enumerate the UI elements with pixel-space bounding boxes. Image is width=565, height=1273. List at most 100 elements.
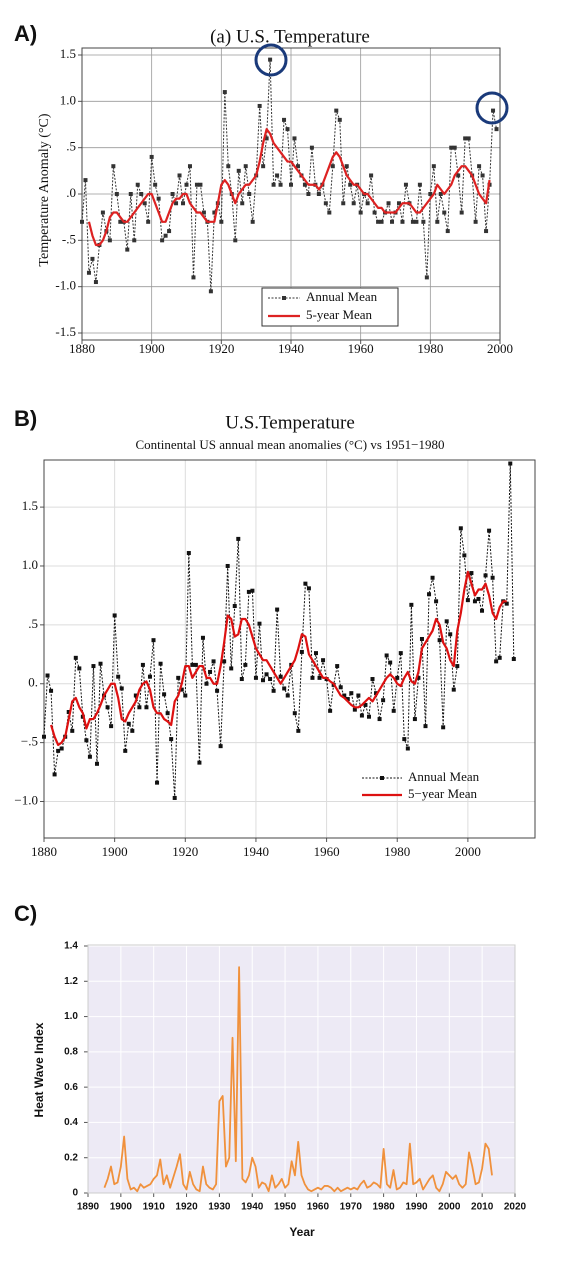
data-point [90,256,95,261]
plot-area [44,460,535,838]
data-point [93,280,98,285]
data-point [142,201,147,206]
legend-label: 5-year Mean [306,307,373,322]
series-line [81,59,498,292]
data-point [264,136,269,141]
data-point [86,270,91,275]
data-point [359,713,364,718]
data-point [222,90,227,95]
x-tick-label: 1960 [348,341,374,356]
data-point [386,201,391,206]
data-point [483,573,488,578]
data-point [351,201,356,206]
x-tick-label: 2000 [455,844,481,859]
data-point [494,659,499,664]
data-point [327,210,332,215]
data-point [170,192,175,196]
data-point [323,201,328,206]
data-point [246,589,251,594]
data-point [441,725,446,730]
data-point [198,182,203,187]
data-point [119,686,124,691]
data-point [391,708,396,713]
x-tick-label: 1950 [274,1202,297,1213]
data-point [222,659,227,664]
data-point [419,636,424,641]
x-tick-label: 1980 [372,1202,395,1213]
y-tick-label: 1.4 [64,941,78,952]
x-tick-label: 1900 [139,341,165,356]
data-point [358,210,363,215]
x-tick-label: 1960 [307,1202,330,1213]
data-point [388,660,393,665]
data-point [302,182,307,187]
data-point [233,238,238,243]
data-point [45,673,50,678]
chart-subtitle: Continental US annual mean anomalies (°C… [136,437,445,452]
data-point [83,178,88,183]
x-tick-label: 1930 [208,1202,231,1213]
data-point [132,238,137,243]
x-tick-label: 1890 [77,1202,100,1213]
data-point [130,728,135,733]
data-point [377,717,382,722]
data-point [236,536,241,541]
data-point [147,674,152,679]
data-point [494,127,499,132]
data-point [275,607,280,612]
data-point [306,192,311,196]
data-point [112,613,117,618]
data-point [402,737,407,742]
data-point [335,664,340,669]
data-point [435,219,440,224]
data-point [341,201,346,206]
x-tick-label: 1880 [31,844,57,859]
chart-b: 1.5 1.0 .5 0. −.5 −1.0 1880 1900 1920 1940 1960 198… [14,412,536,859]
data-point [372,210,377,215]
data-point [417,182,422,187]
data-point [268,677,273,682]
data-point [187,164,192,169]
data-point [174,201,179,206]
data-point [328,708,333,713]
data-point [257,103,262,108]
data-point [200,635,205,640]
data-point [243,164,248,169]
data-point [56,748,61,753]
y-tick-label: -1.0 [55,278,76,293]
data-point [87,754,92,759]
data-point [197,760,202,765]
legend-box [261,287,399,327]
data-point [427,592,432,597]
data-point [219,219,224,224]
data-point [144,705,149,710]
data-point [330,164,335,169]
data-point [480,608,485,613]
y-tick-label: 1.0 [60,92,76,107]
y-tick-label: 1.0 [22,557,38,572]
x-tick-label: 1920 [208,341,234,356]
data-point [264,672,269,677]
data-point [379,219,384,224]
x-tick-label: 1960 [314,844,340,859]
data-point [232,604,237,609]
data-point [128,192,133,196]
data-point [208,669,213,674]
data-point [162,692,167,697]
data-point [452,145,457,150]
data-point [437,638,442,643]
data-point [310,675,315,680]
data-point [282,686,287,691]
data-point [278,674,283,679]
data-point [431,164,436,169]
data-point [306,586,311,591]
plot-frame [43,459,536,839]
data-point [282,117,287,122]
data-point [458,526,463,531]
data-point [462,553,467,558]
data-point [105,705,110,710]
x-tick-label: 1980 [384,844,410,859]
data-point [390,219,395,224]
y-tick-label: .5 [28,616,38,631]
